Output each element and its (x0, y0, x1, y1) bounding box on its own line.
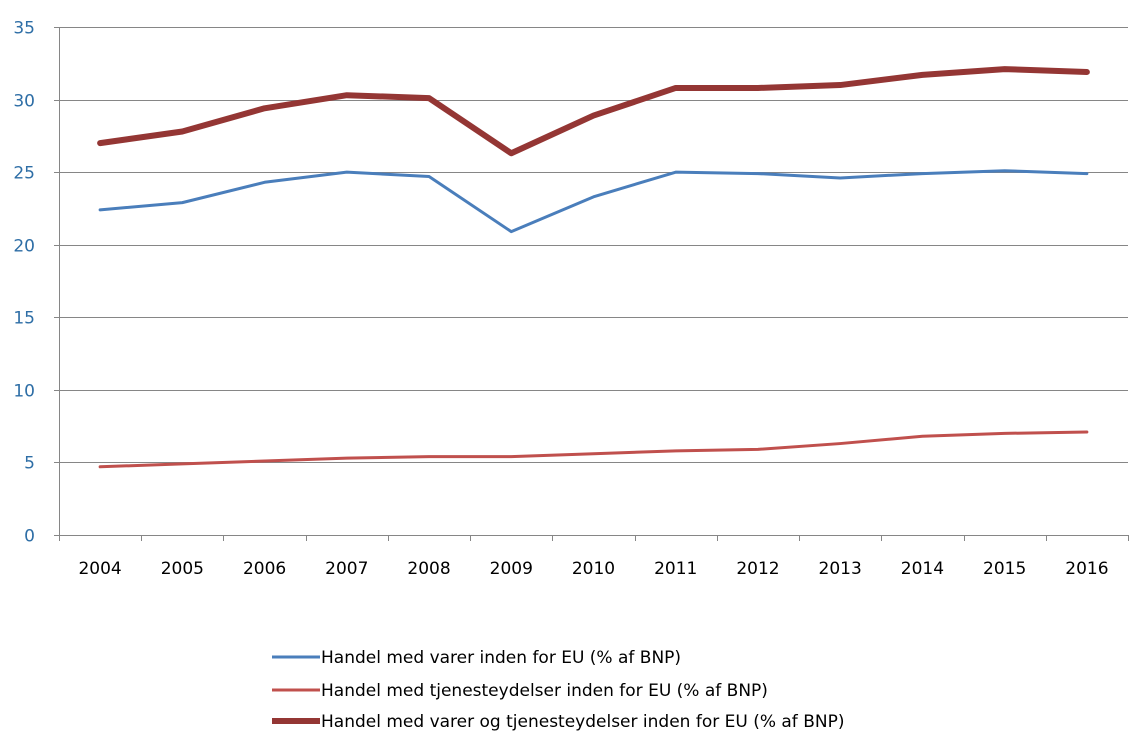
x-tick-label: 2012 (736, 559, 779, 579)
series-line-3 (97, 66, 1090, 157)
x-tick-label: 2009 (490, 559, 533, 579)
x-tick-label: 2006 (243, 559, 286, 579)
x-tick-label: 2007 (325, 559, 368, 579)
legend-label: Handel med varer og tjenesteydelser inde… (321, 712, 844, 732)
y-tick-label: 30 (13, 92, 35, 112)
x-tick-label: 2015 (983, 559, 1026, 579)
y-tick-label: 10 (13, 382, 35, 402)
x-tick-label: 2004 (78, 559, 121, 579)
gridlines (59, 27, 1128, 463)
y-tick-label: 25 (13, 164, 35, 184)
x-tick-label: 2008 (407, 559, 450, 579)
legend-label: Handel med varer inden for EU (% af BNP) (321, 648, 681, 668)
y-tick-label: 0 (24, 527, 35, 547)
x-tick-label: 2010 (572, 559, 615, 579)
legend: Handel med varer inden for EU (% af BNP)… (272, 648, 844, 732)
x-tick-label: 2013 (819, 559, 862, 579)
y-tick-label: 20 (13, 237, 35, 257)
x-tick-label: 2014 (901, 559, 944, 579)
series-line-1 (98, 169, 1089, 234)
axes: 0 5 10 15 20 25 30 35 2004 2005 2006 2007 2008 2009 20… (13, 19, 1129, 579)
x-tick-label: 2011 (654, 559, 697, 579)
series-lines (97, 66, 1090, 469)
legend-label: Handel med tjenesteydelser inden for EU … (321, 681, 768, 701)
x-tick-label: 2005 (161, 559, 204, 579)
legend-item-2: Handel med tjenesteydelser inden for EU … (272, 681, 768, 701)
legend-item-1: Handel med varer inden for EU (% af BNP) (272, 648, 681, 668)
y-tick-label: 5 (24, 454, 35, 474)
y-tick-label: 35 (13, 19, 35, 39)
y-tick-label: 15 (13, 309, 35, 329)
series-line-2 (98, 430, 1089, 469)
x-tick-label: 2016 (1065, 559, 1108, 579)
legend-item-3: Handel med varer og tjenesteydelser inde… (272, 712, 844, 732)
